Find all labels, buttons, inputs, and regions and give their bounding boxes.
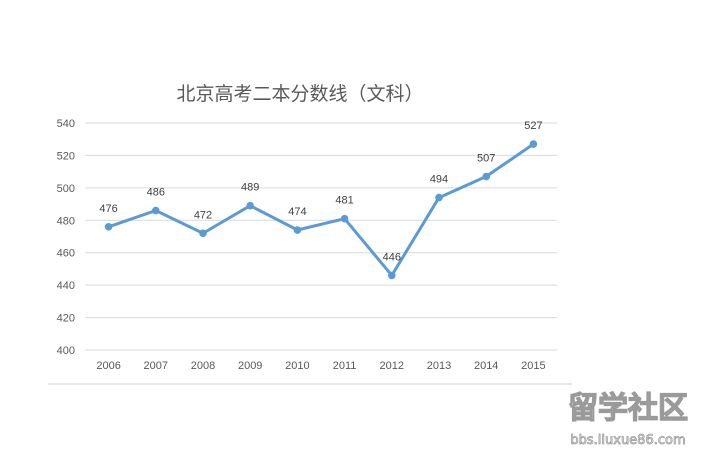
- x-tick-label: 2009: [238, 360, 262, 372]
- watermark-text: 留学社区: [568, 391, 688, 426]
- data-point: [529, 140, 538, 148]
- watermark-url: bbs.liuxue86.com: [570, 433, 685, 448]
- data-point: [152, 206, 160, 215]
- data-point: [246, 201, 254, 210]
- data-label: 446: [383, 251, 401, 263]
- data-point: [388, 271, 396, 280]
- y-tick-label: 420: [57, 313, 75, 325]
- data-label: 527: [524, 120, 542, 132]
- x-axis: 2006 2007 2008 2009 2010 2011 2012 2013 2014 2015: [96, 360, 545, 372]
- y-tick-label: 480: [57, 215, 75, 227]
- y-axis: 400 420 440 460 480 500 520 540: [57, 118, 75, 357]
- data-point: [435, 193, 443, 202]
- data-point: [199, 229, 207, 238]
- data-label: 472: [194, 209, 212, 221]
- data-label: 476: [99, 203, 117, 215]
- gridlines: [85, 122, 557, 351]
- x-tick-label: 2011: [333, 360, 357, 372]
- x-tick-label: 2014: [474, 360, 498, 372]
- data-point: [293, 226, 302, 234]
- data-label: 486: [147, 187, 165, 199]
- y-tick-label: 540: [57, 118, 75, 130]
- data-point: [340, 214, 349, 223]
- data-label: 474: [288, 206, 306, 218]
- data-labels: 476 486 472 489 474 481 446 494 507 527: [99, 120, 542, 263]
- watermark-logo: 留学社区 bbs.liuxue86.com: [567, 390, 688, 448]
- x-tick-label: 2015: [521, 360, 545, 372]
- x-tick-label: 2008: [191, 360, 215, 372]
- y-tick-label: 500: [57, 183, 75, 195]
- x-tick-label: 2006: [96, 360, 120, 372]
- y-tick-label: 400: [57, 345, 75, 357]
- y-tick-label: 460: [57, 248, 75, 260]
- data-point: [104, 222, 113, 231]
- data-point: [482, 172, 491, 181]
- x-tick-label: 2012: [380, 360, 404, 372]
- data-label: 481: [335, 195, 353, 207]
- data-points: [104, 140, 538, 280]
- x-tick-label: 2013: [427, 360, 451, 372]
- y-tick-label: 440: [57, 280, 75, 292]
- x-tick-label: 2007: [144, 360, 168, 372]
- chart-title: 北京高考二本分数线（文科）: [176, 83, 423, 105]
- x-tick-label: 2010: [285, 360, 309, 372]
- data-label: 489: [241, 182, 259, 194]
- series-line: [107, 142, 535, 277]
- y-tick-label: 520: [57, 150, 75, 162]
- data-label: 507: [477, 153, 495, 165]
- data-label: 494: [430, 174, 448, 186]
